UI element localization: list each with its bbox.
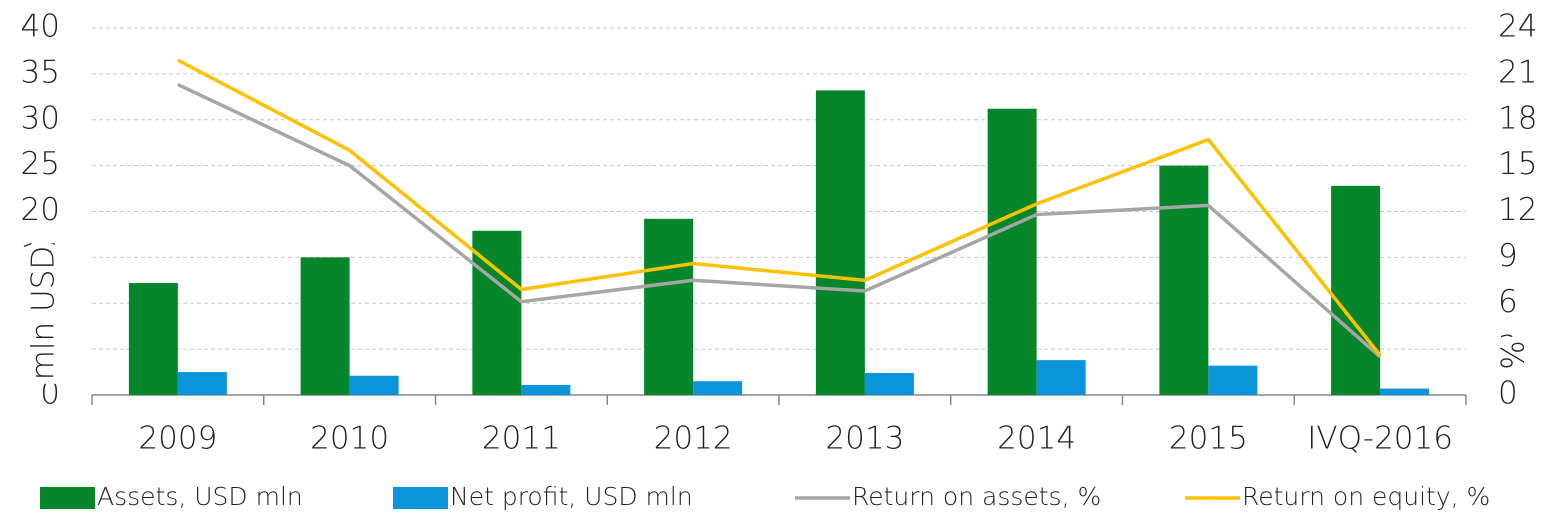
- y-tick-label: 25: [21, 146, 60, 182]
- y-tick-label: 0: [40, 376, 60, 412]
- bar: [644, 218, 694, 395]
- y2-axis-title: %: [1496, 340, 1532, 369]
- y2-tick-label: 24: [1498, 9, 1537, 45]
- y-tick-label: 35: [21, 54, 60, 90]
- y2-tick-label: 18: [1498, 100, 1537, 136]
- y-tick-label: 5: [40, 330, 60, 366]
- bar: [987, 108, 1037, 396]
- x-tick-label: IVQ-2016: [1307, 421, 1453, 457]
- bar: [1208, 365, 1258, 395]
- line: [177, 82, 1382, 359]
- y-tick-label: 40: [21, 9, 60, 45]
- legend-label: Net profit, USD mln: [450, 482, 693, 511]
- legend-label: Assets, USD mln: [97, 482, 303, 511]
- legend-swatch: [40, 487, 95, 509]
- x-tick-label: 2015: [1169, 421, 1248, 457]
- y-tick-label: 15: [21, 238, 60, 274]
- y2-tick-label: 0: [1498, 376, 1518, 412]
- y-tick-label: 10: [21, 284, 60, 320]
- legend-label: Return on equity, %: [1242, 482, 1490, 511]
- bar: [1036, 360, 1086, 395]
- x-tick-label: 2011: [482, 421, 561, 457]
- y2-tick-label: 15: [1498, 146, 1537, 182]
- bar: [864, 372, 914, 395]
- y2-tick-label: 6: [1498, 284, 1518, 320]
- bar: [1380, 388, 1430, 395]
- bar: [177, 372, 227, 395]
- x-tick-label: 2010: [310, 421, 389, 457]
- bar: [815, 90, 865, 395]
- y-tick-label: 20: [21, 192, 60, 228]
- x-tick-label: 2013: [825, 421, 904, 457]
- y2-tick-label: 3: [1498, 330, 1518, 366]
- y-tick-label: 30: [21, 100, 60, 136]
- legend-label: Return on assets, %: [852, 482, 1101, 511]
- bar: [349, 375, 399, 395]
- y2-tick-label: 12: [1498, 192, 1537, 228]
- x-tick-label: 2014: [997, 421, 1076, 457]
- y2-tick-label: 21: [1498, 54, 1537, 90]
- x-tick-label: 2012: [654, 421, 733, 457]
- bar: [300, 257, 350, 395]
- legend-swatch: [393, 487, 448, 509]
- bar: [1331, 185, 1381, 395]
- x-tick-label: 2009: [138, 421, 217, 457]
- y2-tick-label: 9: [1498, 238, 1518, 274]
- bar: [128, 283, 178, 395]
- bar: [693, 381, 743, 395]
- bar: [521, 384, 571, 395]
- bar: [1159, 165, 1209, 395]
- y-axis-title: mln USD: [26, 246, 62, 381]
- line: [177, 58, 1382, 357]
